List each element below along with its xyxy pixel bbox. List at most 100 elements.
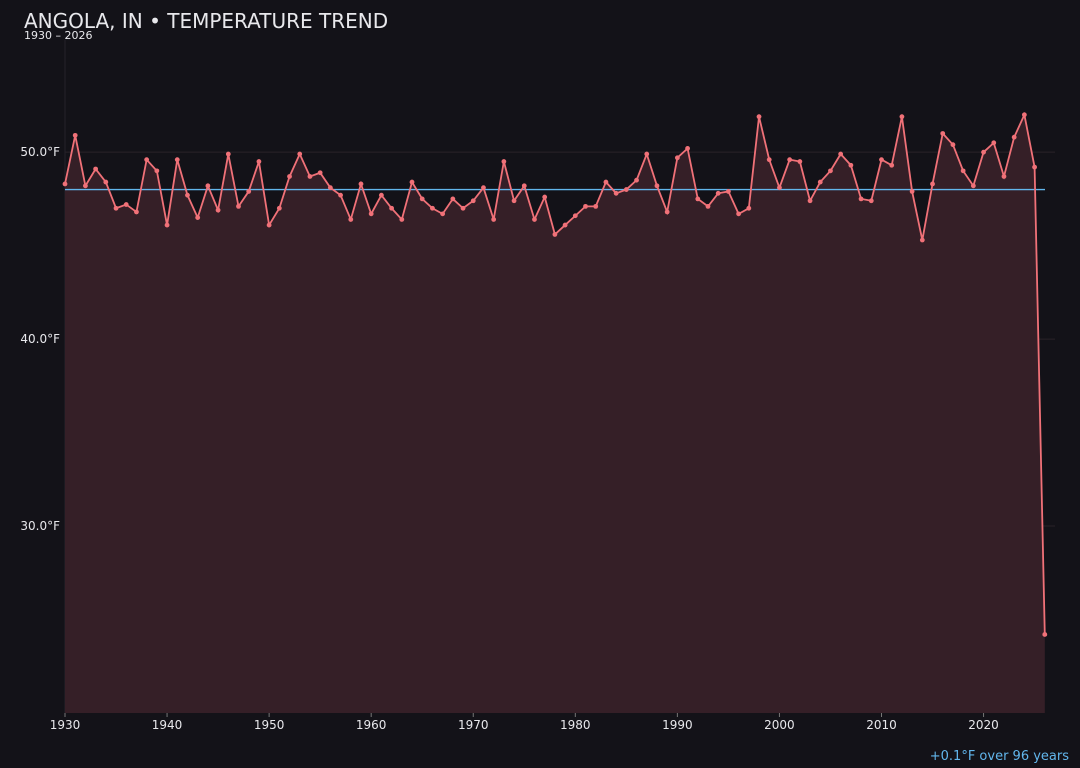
point [603, 179, 609, 185]
point [889, 162, 895, 168]
point [205, 183, 211, 189]
x-tick-label: 1960 [356, 718, 387, 732]
x-tick-label: 2020 [968, 718, 999, 732]
point [154, 168, 160, 174]
point [674, 155, 680, 161]
point [83, 183, 88, 189]
point [542, 194, 548, 200]
point [807, 198, 813, 204]
chart-title: ANGOLA, IN • TEMPERATURE TREND [24, 9, 388, 33]
point [930, 181, 935, 187]
point [787, 157, 793, 163]
point [164, 222, 170, 228]
point [1011, 134, 1017, 140]
point [225, 151, 231, 157]
x-tick-label: 1970 [458, 718, 489, 732]
point [521, 183, 527, 189]
point [276, 205, 282, 211]
y-tick-label: 50.0°F [20, 145, 60, 159]
point [430, 205, 435, 211]
point [287, 174, 292, 179]
point [134, 209, 139, 215]
point [562, 222, 568, 228]
area [65, 114, 1045, 713]
point [777, 185, 782, 191]
point [868, 198, 874, 204]
point [511, 198, 517, 204]
point [593, 203, 599, 209]
point [919, 237, 925, 243]
point [450, 196, 456, 202]
point [981, 149, 986, 155]
point [664, 209, 670, 215]
y-tick-label: 40.0°F [20, 332, 60, 346]
point [613, 190, 619, 196]
x-tick-label: 1950 [254, 718, 285, 732]
point [532, 217, 537, 222]
point [246, 189, 252, 194]
point [256, 159, 262, 164]
point [185, 192, 190, 198]
point [62, 181, 68, 187]
point [623, 187, 629, 192]
point [848, 162, 854, 168]
point [1001, 174, 1007, 179]
point [399, 217, 405, 222]
point [144, 157, 150, 163]
point [797, 159, 803, 164]
point [358, 181, 364, 187]
point [297, 151, 303, 157]
point [909, 189, 915, 194]
point [389, 205, 394, 211]
point [991, 140, 997, 146]
point [93, 166, 99, 172]
point [72, 132, 78, 138]
point [419, 196, 425, 202]
point [481, 185, 486, 191]
point [368, 211, 374, 217]
point [572, 213, 578, 219]
point [817, 179, 823, 185]
point [113, 205, 119, 211]
point [940, 131, 946, 136]
point [634, 177, 639, 183]
point [654, 183, 660, 189]
point [705, 203, 711, 209]
point [838, 151, 844, 157]
point [378, 192, 384, 198]
point [338, 192, 343, 198]
point [174, 157, 180, 163]
y-tick-label: 30.0°F [20, 519, 60, 533]
point [685, 146, 690, 151]
point [828, 168, 833, 174]
point [552, 232, 558, 237]
point [1032, 164, 1037, 170]
point [327, 185, 333, 191]
x-tick-label: 1930 [50, 718, 81, 732]
point [879, 157, 884, 163]
x-tick-label: 1980 [560, 718, 591, 732]
point [236, 203, 241, 209]
point [858, 196, 864, 202]
point [726, 189, 731, 194]
x-tick-label: 2010 [866, 718, 897, 732]
point [644, 151, 650, 157]
x-tick-label: 2000 [764, 718, 795, 732]
point [317, 170, 323, 176]
point [970, 183, 976, 189]
x-tick-label: 1990 [662, 718, 693, 732]
point [695, 196, 701, 202]
point [960, 168, 966, 174]
point [460, 205, 466, 211]
point [195, 215, 201, 220]
point [766, 157, 772, 163]
point [756, 114, 762, 120]
point [746, 205, 752, 211]
x-tick-label: 1940 [152, 718, 183, 732]
point [409, 179, 415, 185]
trend-annotation: +0.1°F over 96 years [930, 749, 1069, 764]
point [1042, 632, 1048, 637]
point [103, 179, 109, 185]
